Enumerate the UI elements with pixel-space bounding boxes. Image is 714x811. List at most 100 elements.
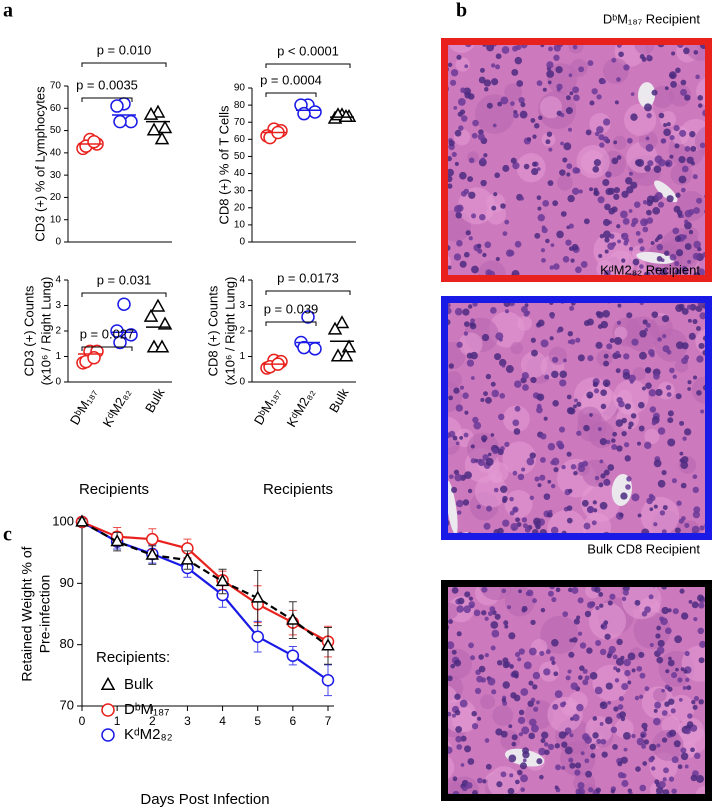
nucleus: [530, 376, 537, 384]
nucleus: [484, 616, 489, 621]
nucleus: [454, 161, 459, 166]
nucleus: [504, 624, 509, 629]
nucleus: [696, 594, 704, 602]
nucleus: [662, 777, 667, 782]
nucleus: [530, 724, 539, 733]
nucleus: [521, 467, 526, 472]
nucleus: [459, 171, 467, 180]
circle-marker: [87, 134, 101, 149]
series-line: [81, 521, 329, 647]
nucleus: [540, 248, 546, 253]
tissue-tone: [644, 428, 660, 445]
nucleus: [656, 625, 662, 631]
nucleus: [499, 485, 508, 493]
nucleus: [487, 452, 492, 457]
nucleus: [604, 249, 609, 254]
nucleus: [665, 669, 670, 674]
nucleus: [446, 168, 454, 177]
circle-marker: [308, 105, 322, 119]
nucleus: [519, 110, 528, 119]
nucleus: [481, 610, 487, 616]
nucleus: [621, 596, 627, 602]
nucleus: [484, 241, 492, 249]
nucleus: [627, 680, 632, 685]
nucleus: [666, 392, 672, 398]
nucleus: [599, 722, 604, 726]
nucleus: [594, 686, 603, 695]
comparison-bracket: [265, 321, 317, 326]
nucleus: [477, 716, 482, 721]
nucleus: [473, 421, 482, 430]
nucleus: [623, 353, 630, 360]
nucleus: [661, 138, 667, 144]
nucleus: [644, 606, 651, 613]
y-tick-label: 60: [234, 134, 246, 145]
nucleus: [496, 781, 503, 788]
x-tick-label: 0: [79, 714, 86, 728]
nucleus: [599, 142, 605, 148]
nucleus: [693, 240, 701, 249]
y-tick-label: 90: [234, 83, 246, 94]
nucleus: [462, 499, 470, 506]
nucleus: [668, 698, 675, 705]
nucleus: [595, 605, 600, 611]
nucleus: [457, 98, 466, 106]
nucleus: [579, 642, 587, 649]
nucleus: [485, 373, 492, 380]
nucleus: [603, 469, 610, 476]
nucleus: [531, 168, 539, 176]
nucleus: [501, 697, 507, 703]
nucleus: [540, 607, 546, 613]
nucleus: [450, 663, 456, 669]
nucleus: [494, 613, 501, 620]
nucleus: [618, 51, 624, 58]
nucleus: [700, 409, 705, 414]
nucleus: [661, 469, 667, 476]
nucleus: [470, 351, 478, 360]
nucleus: [606, 653, 612, 659]
y-tick-label: 80: [234, 100, 246, 111]
airspace: [242, 671, 284, 724]
nucleus: [600, 624, 605, 629]
nucleus: [698, 699, 704, 705]
nucleus: [512, 162, 520, 170]
nucleus: [447, 265, 452, 270]
airspace: [284, 677, 322, 707]
nucleus: [510, 692, 517, 699]
nucleus: [577, 597, 584, 604]
nucleus: [675, 304, 683, 312]
nucleus: [641, 722, 648, 730]
nucleus: [684, 428, 692, 436]
nucleus: [651, 89, 658, 96]
nucleus: [490, 645, 496, 651]
y-tick-label: 2: [55, 326, 61, 337]
nucleus: [693, 696, 699, 702]
nucleus: [555, 764, 562, 771]
nucleus: [579, 665, 585, 671]
y-tick-label: 40: [234, 168, 246, 179]
nucleus: [567, 194, 575, 203]
nucleus: [494, 172, 501, 179]
legend-label: DᵇM₁₈₇: [124, 701, 169, 718]
airspace: [239, 652, 279, 694]
nucleus: [460, 87, 466, 94]
nucleus: [539, 774, 544, 780]
nucleus: [692, 252, 700, 260]
nucleus: [639, 672, 646, 679]
y-tick-label: 50: [234, 151, 246, 162]
nucleus: [644, 441, 652, 450]
nucleus: [587, 60, 594, 67]
nucleus: [646, 217, 654, 224]
nucleus: [612, 654, 618, 660]
nucleus: [539, 650, 545, 657]
nucleus: [491, 78, 499, 86]
nucleus: [615, 368, 621, 374]
nucleus: [548, 147, 553, 152]
nucleus: [648, 756, 654, 763]
nucleus: [692, 511, 701, 519]
x-tick-label: DᵇM₁₈₇: [251, 385, 284, 427]
nucleus: [553, 44, 561, 52]
nucleus: [551, 660, 556, 665]
triangle-marker: [215, 573, 230, 587]
nucleus: [459, 435, 464, 440]
